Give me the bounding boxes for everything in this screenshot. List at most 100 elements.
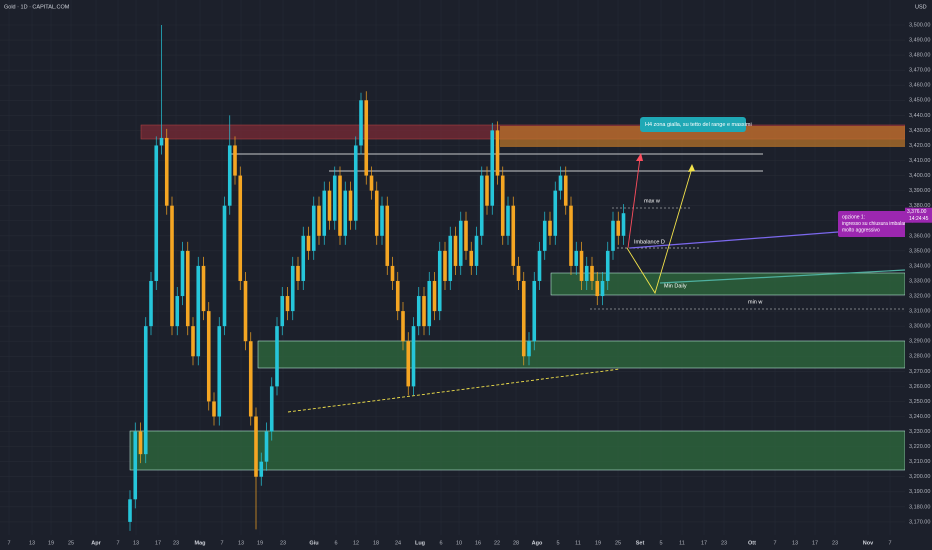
candle-body xyxy=(185,250,190,327)
candle-body xyxy=(390,265,395,281)
candle-body xyxy=(222,205,227,327)
candle-body xyxy=(432,280,437,312)
candle-body xyxy=(406,341,411,387)
annotation: Imbalance D xyxy=(634,239,665,245)
projection-line xyxy=(629,231,839,249)
x-tick-label: Mag xyxy=(195,540,206,546)
candle-body xyxy=(600,280,605,297)
candle-body xyxy=(317,205,321,236)
y-tick-label: 3,350.00 xyxy=(909,248,930,254)
scenario-arrow xyxy=(627,157,641,249)
candle-body xyxy=(196,265,201,357)
candle-body xyxy=(154,145,159,281)
option-text: opzione 1:ingresso su chiusura imbalance… xyxy=(842,214,912,233)
candle-body xyxy=(569,205,573,266)
time-axis xyxy=(0,535,905,550)
candles xyxy=(128,24,626,531)
candle-body xyxy=(464,220,468,251)
y-tick-label: 3,420.00 xyxy=(909,143,930,149)
x-tick-label: 28 xyxy=(513,540,519,546)
y-tick-label: 3,440.00 xyxy=(909,113,930,119)
candle-body xyxy=(364,100,369,176)
candle-body xyxy=(516,265,521,281)
option-line: molto aggressivo xyxy=(842,227,880,233)
candle-body xyxy=(485,175,489,206)
candle-body xyxy=(280,296,285,327)
x-tick-label: 18 xyxy=(373,540,379,546)
y-tick-label: 3,410.00 xyxy=(909,158,930,164)
y-tick-label: 3,490.00 xyxy=(909,38,930,44)
y-tick-label: 3,310.00 xyxy=(909,309,930,315)
candle-body xyxy=(490,130,495,206)
candle-body xyxy=(353,145,358,221)
grid xyxy=(0,0,905,535)
option-box xyxy=(838,211,907,237)
candle-body xyxy=(506,205,510,236)
x-tick-label: 24 xyxy=(395,540,401,546)
price-axis xyxy=(905,0,932,550)
candle-body xyxy=(453,235,458,266)
x-tick-label: 11 xyxy=(679,540,685,546)
y-tick-label: 3,240.00 xyxy=(909,414,930,420)
candle-body xyxy=(259,461,264,477)
scenario-arrow xyxy=(626,167,693,295)
option-line: ingresso su chiusura imbalance xyxy=(842,221,912,227)
candle-body xyxy=(338,175,342,236)
x-tick-label: Lug xyxy=(415,540,425,546)
candle-body xyxy=(170,205,174,327)
candle-body xyxy=(563,175,568,206)
candle-body xyxy=(574,250,579,266)
axes: 3,170.00 3,180.00 3,190.00 3,200.00 3,210.00… xyxy=(7,22,930,546)
candle-body xyxy=(469,250,474,266)
arrow-head xyxy=(636,153,643,161)
candle-body xyxy=(495,130,500,176)
y-tick-label: 3,430.00 xyxy=(909,128,930,134)
current-price: 3,376.00 xyxy=(907,209,927,215)
x-tick-label: Giu xyxy=(309,540,318,546)
y-tick-label: 3,320.00 xyxy=(909,293,930,299)
x-tick-label: 6 xyxy=(439,540,442,546)
x-tick-label: Ott xyxy=(748,540,756,546)
candle-body xyxy=(422,296,426,327)
candle-body xyxy=(327,190,332,221)
h4-zone xyxy=(500,126,905,147)
y-tick-label: 3,460.00 xyxy=(909,83,930,89)
candle-body xyxy=(343,190,348,236)
candle-body xyxy=(616,220,621,236)
y-tick-label: 3,500.00 xyxy=(909,22,930,28)
candle-body xyxy=(133,431,138,500)
candle-body xyxy=(243,280,248,342)
y-tick-label: 3,450.00 xyxy=(909,98,930,104)
y-tick-label: 3,280.00 xyxy=(909,354,930,360)
x-tick-label: Apr xyxy=(91,540,101,546)
x-tick-label: 7 xyxy=(888,540,891,546)
candle-body xyxy=(385,205,390,266)
y-tick-label: 3,290.00 xyxy=(909,339,930,345)
candle-body xyxy=(301,235,306,281)
x-tick-label: 7 xyxy=(220,540,223,546)
x-tick-label: 17 xyxy=(701,540,707,546)
y-tick-label: 3,390.00 xyxy=(909,188,930,194)
current-price-box xyxy=(905,207,932,223)
y-tick-label: 3,270.00 xyxy=(909,369,930,375)
note-text: H4 zona gialla, su tetto del range e mas… xyxy=(645,122,752,128)
candle-body xyxy=(285,296,290,312)
candle-body xyxy=(590,265,594,281)
candle-body xyxy=(254,416,258,477)
candle-body xyxy=(611,220,615,251)
candle-body xyxy=(159,137,164,146)
x-tick-label: 13 xyxy=(238,540,244,546)
candle-body xyxy=(532,280,537,342)
candle-body xyxy=(217,326,222,417)
y-tick-label: 3,190.00 xyxy=(909,489,930,495)
x-tick-label: 5 xyxy=(659,540,662,546)
x-tick-label: 13 xyxy=(29,540,35,546)
candle-body xyxy=(595,280,600,297)
candle-body xyxy=(238,175,243,281)
demand-zone xyxy=(257,340,906,369)
y-tick-label: 3,220.00 xyxy=(909,444,930,450)
candle-body xyxy=(374,190,379,236)
candle-body xyxy=(175,296,180,327)
candle-body xyxy=(191,326,195,357)
